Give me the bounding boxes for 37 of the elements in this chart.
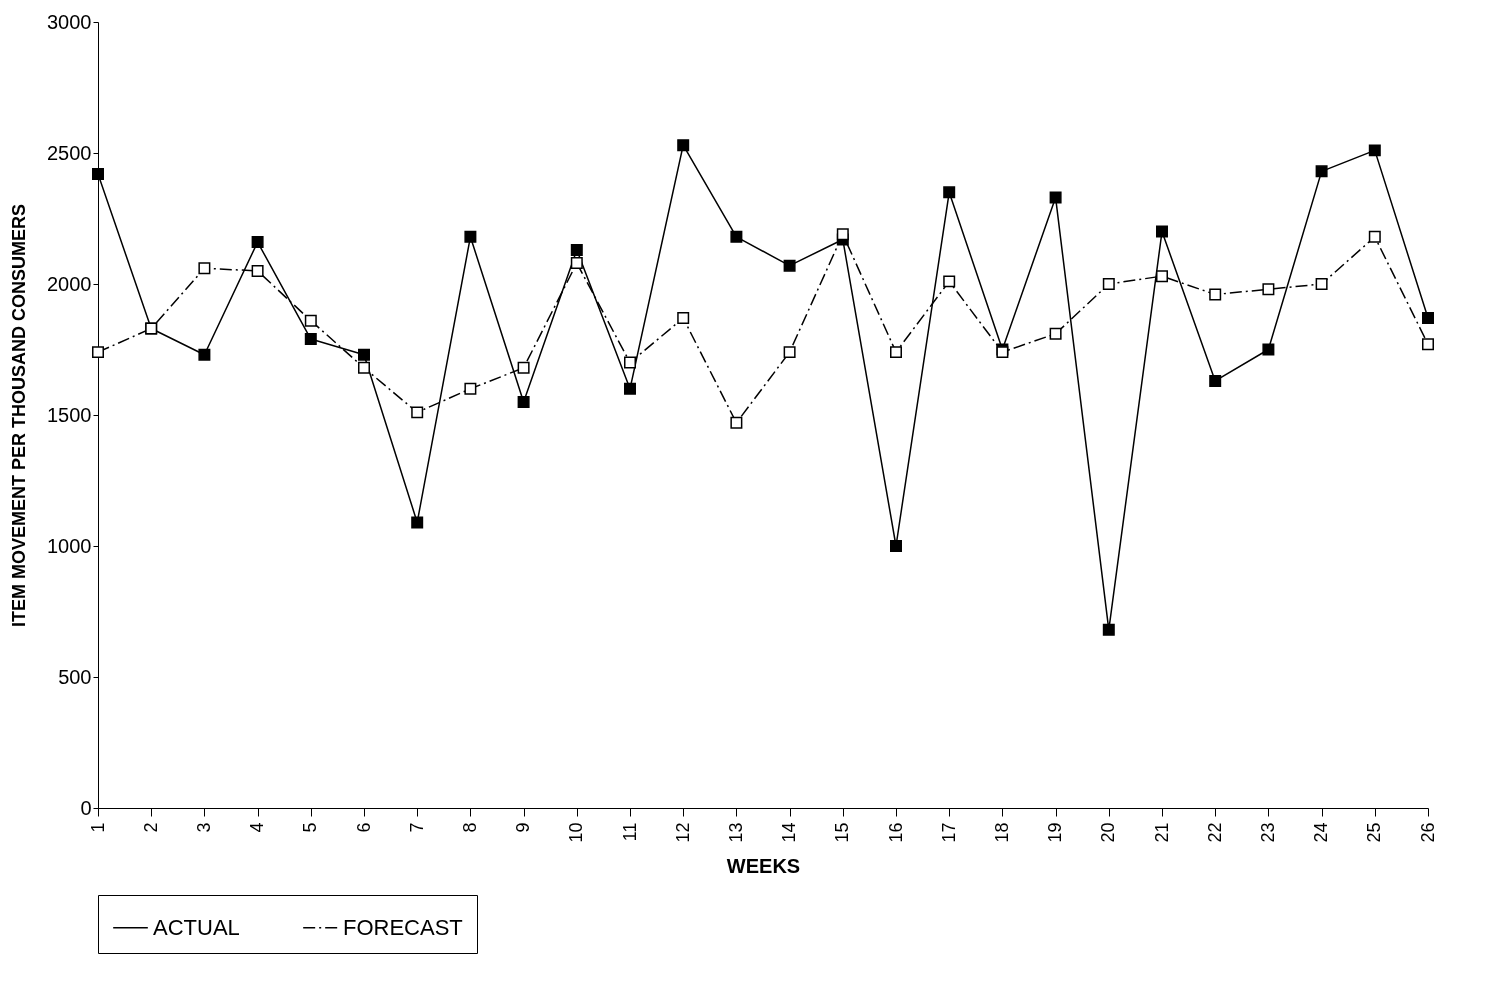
legend-label: ACTUAL — [153, 914, 240, 940]
y-tick-label: 2000 — [47, 272, 92, 295]
x-tick-label: 24 — [1311, 822, 1332, 843]
x-tick-label: 21 — [1151, 822, 1172, 843]
x-tick-label: 12 — [672, 822, 693, 843]
x-axis-title: WEEKS — [726, 854, 801, 877]
y-tick-label: 1000 — [47, 534, 92, 557]
x-tick-label: 18 — [991, 822, 1012, 843]
y-axis-title: ITEM MOVEMENT PER THOUSAND CONSUMERS — [9, 203, 30, 628]
x-tick-label: 2 — [140, 822, 161, 833]
x-tick-label: 11 — [619, 822, 640, 842]
y-tick-label: 1500 — [47, 403, 92, 426]
x-tick-label: 14 — [779, 822, 800, 843]
y-tick-label: 0 — [80, 796, 92, 819]
x-tick-label: 3 — [193, 822, 214, 833]
x-tick-label: 13 — [725, 822, 746, 843]
x-tick-label: 5 — [300, 822, 321, 833]
y-tick-label: 3000 — [47, 10, 92, 33]
x-tick-label: 17 — [938, 822, 959, 843]
y-tick-label: 2500 — [47, 141, 92, 164]
x-tick-label: 23 — [1257, 822, 1278, 843]
x-tick-label: 1 — [87, 822, 108, 833]
x-tick-label: 6 — [353, 822, 374, 833]
y-tick-label: 500 — [58, 665, 92, 688]
x-tick-label: 10 — [566, 822, 587, 843]
x-tick-label: 22 — [1204, 822, 1225, 843]
x-tick-label: 9 — [513, 822, 534, 833]
x-tick-label: 8 — [459, 822, 480, 833]
legend-label: FORECAST — [343, 914, 463, 940]
x-tick-label: 20 — [1098, 822, 1119, 843]
x-tick-label: 4 — [247, 822, 268, 833]
x-tick-label: 19 — [1045, 822, 1066, 843]
x-tick-label: 15 — [832, 822, 853, 843]
x-tick-label: 7 — [406, 822, 427, 833]
x-tick-label: 26 — [1417, 822, 1438, 843]
x-tick-label: 25 — [1364, 822, 1385, 843]
x-tick-label: 16 — [885, 822, 906, 843]
